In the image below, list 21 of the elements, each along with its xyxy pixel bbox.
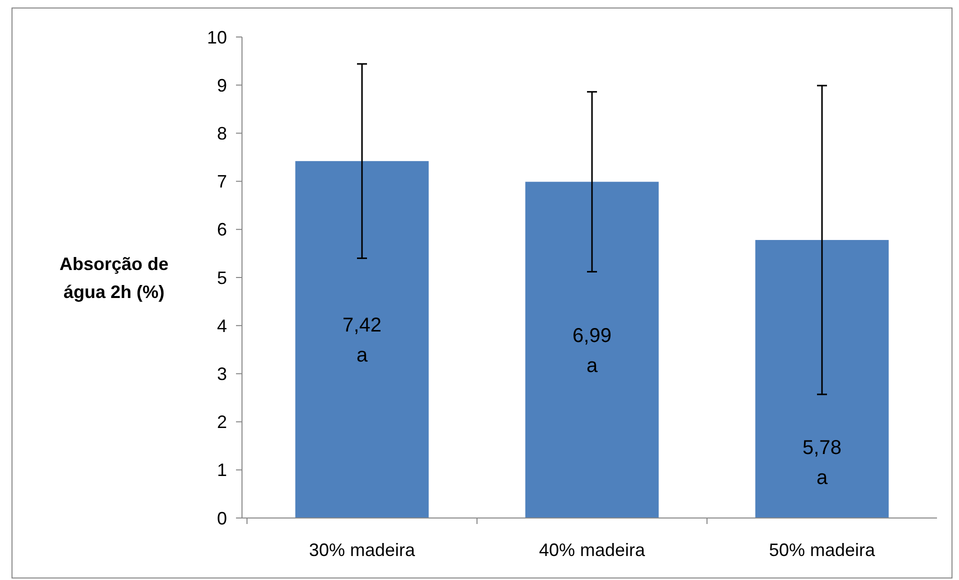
y-tick-label: 7 (216, 172, 227, 192)
y-tick-label: 0 (216, 508, 227, 528)
y-tick-label: 3 (216, 364, 227, 384)
y-tick-label: 9 (216, 75, 227, 96)
data-label: 7,42 a (342, 314, 382, 367)
y-tick-label: 4 (216, 316, 227, 336)
y-tick-label: 6 (216, 220, 227, 240)
y-tick-label: 8 (216, 124, 227, 144)
x-tick-label: 40% madeira (538, 540, 646, 560)
y-tick-label: 5 (216, 268, 227, 288)
y-tick-label: 10 (206, 27, 227, 48)
y-tick-label: 2 (216, 412, 227, 432)
data-label: 6,99 a (572, 324, 612, 377)
bar (295, 161, 429, 518)
data-label: 5,78 a (802, 437, 842, 490)
x-tick-label: 50% madeira (768, 540, 876, 560)
x-tick-label: 30% madeira (308, 540, 416, 560)
y-tick-label: 1 (216, 460, 227, 480)
y-axis-title: Absorção de água 2h (%) (59, 254, 169, 302)
bar (525, 182, 659, 518)
bar (755, 240, 889, 518)
